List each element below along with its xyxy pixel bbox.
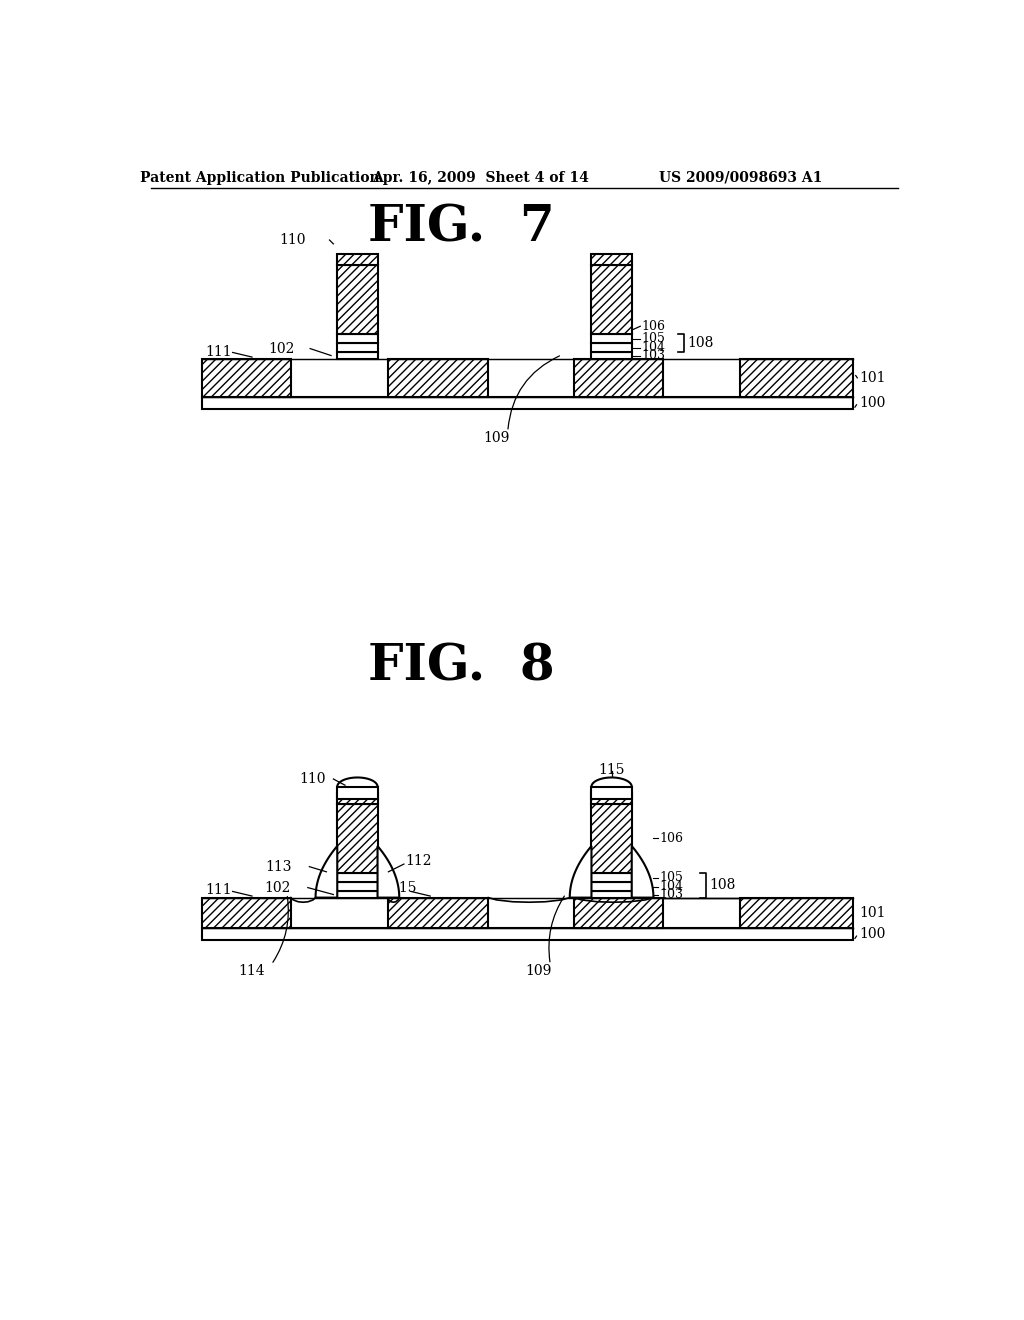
Bar: [573, 359, 663, 397]
Text: 102: 102: [264, 880, 291, 895]
Text: 106: 106: [659, 832, 684, 845]
Text: 103: 103: [642, 348, 666, 362]
Text: 102: 102: [268, 342, 295, 355]
Text: 109: 109: [483, 430, 509, 445]
Polygon shape: [378, 846, 399, 898]
Text: 113: 113: [266, 859, 292, 874]
Bar: [202, 397, 853, 409]
Bar: [337, 253, 378, 264]
Bar: [592, 804, 632, 873]
Bar: [337, 352, 378, 359]
Bar: [337, 882, 378, 891]
Text: 112: 112: [406, 854, 432, 869]
Text: Patent Application Publication: Patent Application Publication: [140, 170, 380, 185]
Text: 114: 114: [239, 964, 265, 978]
Text: FIG.  7: FIG. 7: [368, 203, 555, 252]
Bar: [592, 882, 632, 891]
Text: 104: 104: [642, 342, 666, 354]
Bar: [740, 898, 853, 928]
Bar: [592, 343, 632, 352]
Bar: [388, 898, 488, 928]
Text: 110: 110: [280, 234, 306, 247]
Polygon shape: [632, 846, 653, 898]
Bar: [573, 898, 663, 928]
Bar: [337, 264, 378, 334]
Bar: [740, 359, 853, 397]
Text: 111: 111: [206, 346, 232, 359]
Bar: [388, 359, 488, 397]
Bar: [337, 873, 378, 882]
Text: 103: 103: [659, 888, 684, 902]
Bar: [592, 873, 632, 882]
Text: 101: 101: [859, 906, 886, 920]
Text: Apr. 16, 2009  Sheet 4 of 14: Apr. 16, 2009 Sheet 4 of 14: [372, 170, 589, 185]
Text: 100: 100: [859, 396, 885, 411]
Text: 105: 105: [642, 333, 666, 345]
Text: 108: 108: [710, 878, 735, 892]
Polygon shape: [569, 846, 592, 898]
Bar: [337, 891, 378, 898]
Bar: [592, 334, 632, 343]
Bar: [592, 264, 632, 334]
Bar: [592, 793, 632, 804]
Text: 105: 105: [659, 871, 684, 884]
Text: 100: 100: [859, 927, 885, 941]
Bar: [592, 787, 632, 799]
Text: 104: 104: [659, 880, 684, 894]
Bar: [592, 253, 632, 264]
Bar: [592, 352, 632, 359]
Text: FIG.  8: FIG. 8: [368, 642, 555, 692]
Text: 110: 110: [299, 772, 326, 785]
Bar: [337, 343, 378, 352]
Text: 106: 106: [642, 319, 666, 333]
Polygon shape: [315, 846, 337, 898]
Bar: [337, 804, 378, 873]
Text: 115: 115: [598, 763, 625, 776]
Text: 101: 101: [859, 371, 886, 385]
Bar: [337, 787, 378, 799]
Bar: [337, 793, 378, 804]
Bar: [202, 898, 291, 928]
Bar: [337, 334, 378, 343]
Text: 108: 108: [687, 337, 714, 350]
Bar: [202, 359, 291, 397]
Bar: [202, 928, 853, 940]
Text: US 2009/0098693 A1: US 2009/0098693 A1: [658, 170, 822, 185]
Bar: [592, 891, 632, 898]
Text: 109: 109: [525, 964, 552, 978]
Text: 111: 111: [206, 883, 232, 896]
Text: 115: 115: [390, 882, 417, 895]
